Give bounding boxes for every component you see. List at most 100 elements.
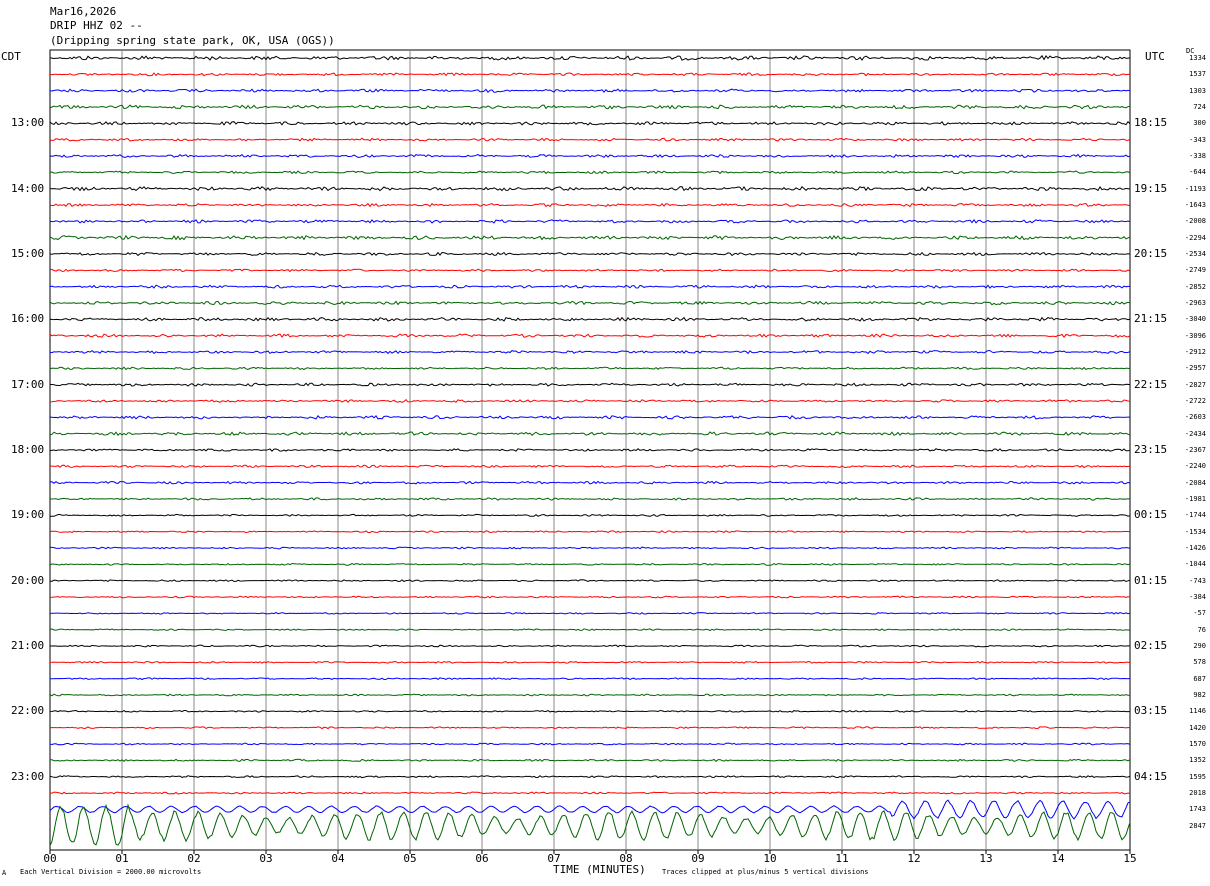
dc-offset-label: -2957 (1184, 364, 1206, 373)
seismic-trace (49, 480, 1131, 485)
dc-offset-label: -2963 (1184, 299, 1206, 307)
utc-hour-label: 18:15 (1134, 116, 1168, 130)
seismic-trace (49, 104, 1131, 110)
dc-offset-label: -1426 (1184, 544, 1206, 552)
x-tick-label: 03 (259, 852, 273, 865)
seismic-trace (49, 414, 1130, 420)
dc-offset-label: 1743 (1189, 805, 1206, 814)
utc-hour-label: 20:15 (1134, 247, 1168, 260)
seismic-trace (49, 660, 1131, 664)
dc-offset-label: -2603 (1184, 413, 1206, 422)
seismic-trace (49, 284, 1130, 289)
cdt-hour-label: 14:00 (11, 181, 45, 195)
dc-offset-label: 76 (1197, 625, 1206, 634)
seismic-trace (49, 791, 1131, 795)
x-tick-label: 14 (1051, 852, 1065, 865)
utc-hour-label: 22:15 (1134, 377, 1168, 391)
dc-offset-label: -1044 (1184, 560, 1206, 569)
dc-offset-label: -2084 (1184, 478, 1206, 487)
dc-offset-label: -2722 (1184, 397, 1206, 405)
dc-offset-label: 982 (1193, 691, 1206, 699)
seismic-trace (50, 644, 1130, 648)
utc-hour-label: 01:15 (1134, 573, 1168, 587)
seismic-trace (49, 611, 1131, 615)
seismic-trace (49, 448, 1131, 452)
cdt-hour-label: 16:00 (11, 312, 45, 326)
cdt-hour-label: 21:00 (11, 639, 45, 652)
utc-hour-label: 23:15 (1134, 443, 1168, 456)
seismic-trace (49, 316, 1131, 322)
dc-offset-label: 687 (1193, 674, 1206, 683)
seismic-trace (49, 803, 1131, 846)
x-tick-label: 06 (475, 852, 489, 865)
dc-offset-label: -384 (1189, 593, 1206, 601)
dc-offset-label: -2367 (1184, 446, 1206, 454)
dc-offset-label: -1744 (1184, 511, 1206, 520)
left-timezone-label: CDT (1, 50, 21, 63)
dc-offset-label: 1420 (1189, 723, 1206, 732)
dc-offset-label: 1595 (1189, 772, 1206, 781)
seismic-trace (49, 251, 1131, 257)
seismic-trace (49, 562, 1131, 566)
seismic-trace (49, 349, 1131, 355)
seismic-trace (50, 677, 1131, 681)
dc-offset-label: 1537 (1189, 70, 1206, 79)
dc-offset-label: -57 (1193, 609, 1206, 618)
seismic-trace (49, 366, 1131, 371)
seismic-trace (49, 693, 1131, 697)
right-timezone-label: UTC (1145, 50, 1165, 63)
dc-offset-label: -3096 (1184, 331, 1206, 340)
x-tick-label: 00 (43, 852, 57, 865)
dc-offset-label: -1643 (1184, 201, 1206, 209)
seismic-trace (49, 234, 1131, 241)
seismic-trace (49, 513, 1131, 517)
seismic-trace (49, 333, 1131, 339)
seismic-trace (49, 382, 1131, 387)
utc-hour-label: 00:15 (1134, 508, 1168, 522)
cdt-hour-label: 18:00 (11, 443, 45, 456)
dc-offset-label: -2434 (1184, 429, 1206, 438)
x-tick-label: 07 (547, 852, 561, 865)
seismic-trace (49, 799, 1131, 820)
location-label: (Dripping spring state park, OK, USA (OG… (50, 34, 335, 47)
seismic-trace (49, 530, 1131, 534)
seismic-trace (49, 72, 1131, 77)
dc-offset-label: -2827 (1184, 380, 1206, 389)
seismic-trace (49, 595, 1131, 599)
dc-offset-label: 1146 (1189, 707, 1206, 716)
dc-offset-label: -2749 (1184, 266, 1206, 275)
seismic-trace (49, 497, 1131, 501)
dc-offset-label: 2018 (1189, 789, 1206, 797)
cdt-hour-label: 19:00 (11, 508, 45, 522)
seismic-trace (49, 137, 1131, 142)
dc-offset-label: -1193 (1184, 184, 1206, 193)
x-tick-label: 15 (1123, 852, 1137, 865)
x-tick-label: 12 (907, 852, 921, 865)
plot-frame (49, 49, 1131, 851)
seismic-trace (49, 54, 1131, 61)
seismic-trace (49, 202, 1131, 208)
seismic-trace (49, 775, 1131, 779)
seismic-trace (49, 268, 1131, 273)
dc-offset-label: -2294 (1184, 233, 1206, 242)
dc-offset-label: -338 (1189, 152, 1206, 160)
dc-offset-label: 1570 (1189, 740, 1206, 748)
dc-offset-label: 290 (1193, 642, 1206, 650)
x-axis-title: TIME (MINUTES) (553, 863, 646, 876)
dc-offset-label: -644 (1189, 168, 1206, 177)
seismic-trace (49, 742, 1131, 746)
dc-offset-label: 578 (1193, 658, 1206, 667)
seismic-trace (49, 120, 1131, 126)
seismic-trace (49, 185, 1131, 192)
dc-offset-label: -1981 (1184, 495, 1206, 503)
dc-header-label: DC (1186, 47, 1195, 55)
clip-note: Traces clipped at plus/minus 5 vertical … (662, 868, 869, 876)
dc-offset-label: -2240 (1184, 462, 1206, 471)
station-label: DRIP HHZ 02 -- (50, 19, 143, 32)
dc-offset-label: 2847 (1189, 821, 1206, 830)
cdt-hour-label: 13:00 (11, 116, 45, 130)
x-tick-label: 11 (835, 852, 849, 865)
x-tick-label: 13 (979, 852, 993, 865)
cdt-hour-label: 22:00 (11, 704, 45, 718)
